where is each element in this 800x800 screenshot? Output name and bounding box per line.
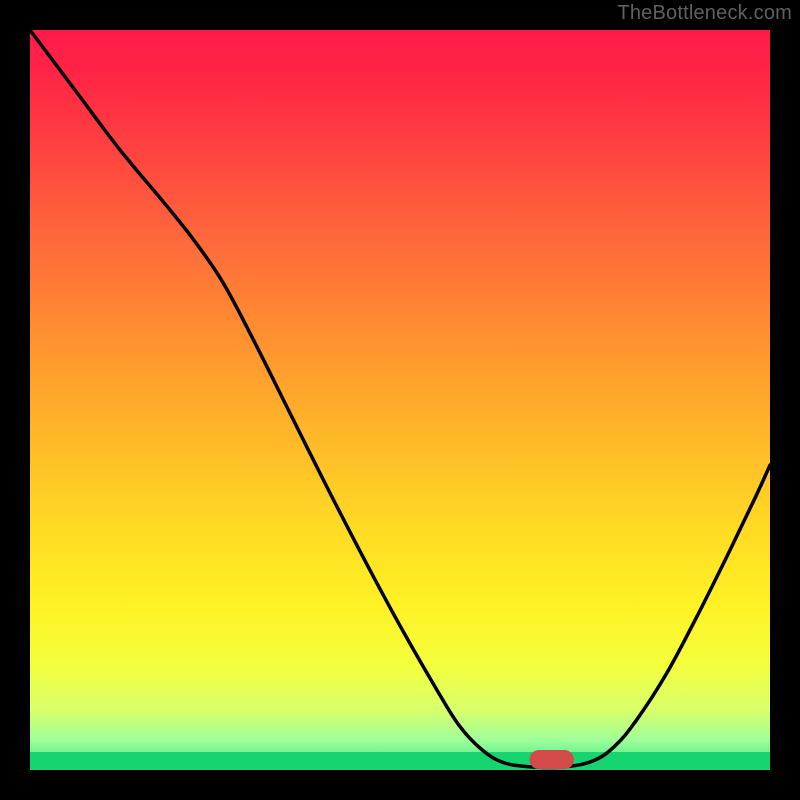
optimal-marker xyxy=(530,750,574,769)
bottom-green-band xyxy=(30,752,770,770)
chart-container: TheBottleneck.com xyxy=(0,0,800,800)
bottleneck-chart xyxy=(0,0,800,800)
gradient-background xyxy=(30,30,770,770)
